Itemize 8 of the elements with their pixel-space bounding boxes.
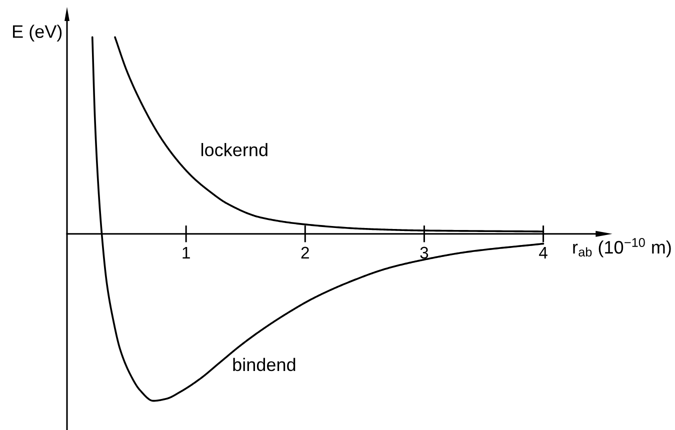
x-tick-label: 2 xyxy=(301,246,309,258)
x-axis-title: r$_{ab}$ (10$^{−10}$ m) xyxy=(573,238,671,258)
series-label: lockernd xyxy=(201,143,268,156)
series-label: bindend xyxy=(233,358,296,372)
x-tick-label: 4 xyxy=(539,246,548,258)
x-tick-label: 1 xyxy=(182,246,190,258)
x-tick-label: 3 xyxy=(420,246,428,259)
y-axis-title: E (eV) xyxy=(13,24,62,42)
